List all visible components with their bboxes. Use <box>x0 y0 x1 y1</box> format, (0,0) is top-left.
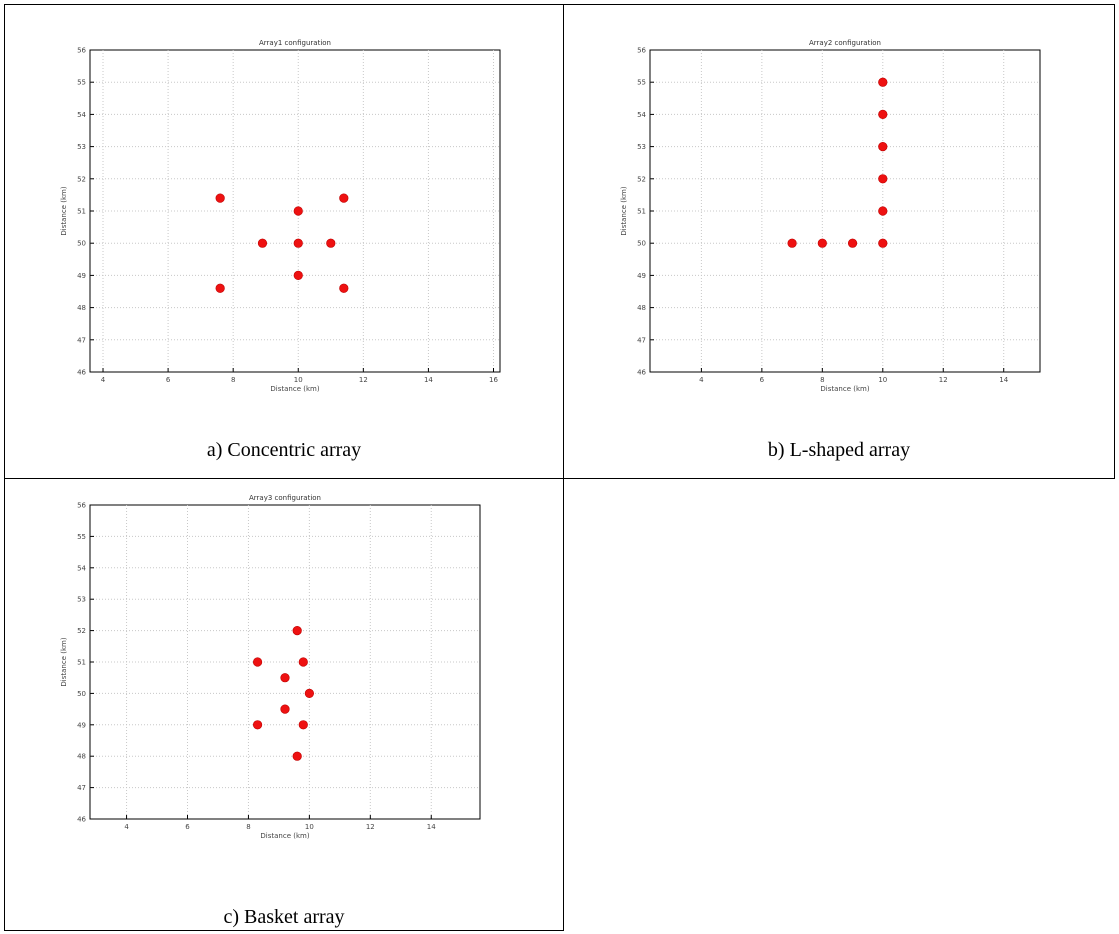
y-axis-label: Distance (km) <box>60 186 68 235</box>
sensor-point-c-6 <box>280 704 290 714</box>
sensor-point-a-7 <box>293 270 303 281</box>
x-tick-label: 10 <box>294 376 303 384</box>
y-tick-label: 48 <box>637 304 646 312</box>
x-tick-label: 16 <box>489 376 498 384</box>
y-tick-label: 53 <box>77 596 86 604</box>
sensor-point-a-9 <box>339 283 349 293</box>
panel-b-caption: b) L-shaped array <box>767 439 911 461</box>
y-tick-label: 53 <box>77 143 86 151</box>
sensor-point-b-1 <box>787 238 797 248</box>
sensor-point-a-1 <box>215 193 225 203</box>
x-axis-label: Distance (km) <box>820 385 869 393</box>
y-tick-label: 51 <box>77 659 86 667</box>
sensor-point-c-8 <box>298 720 308 730</box>
y-tick-label: 49 <box>77 721 86 729</box>
y-tick-label: 47 <box>637 336 646 344</box>
y-tick-label: 49 <box>637 272 646 280</box>
sensor-point-b-3 <box>847 238 858 248</box>
sensor-point-b-2 <box>817 238 827 248</box>
y-tick-label: 46 <box>77 816 86 824</box>
x-tick-label: 14 <box>424 376 433 384</box>
y-tick-label: 52 <box>77 627 86 635</box>
y-tick-label: 56 <box>77 47 86 55</box>
x-tick-label: 10 <box>878 376 887 384</box>
x-tick-label: 6 <box>166 376 171 384</box>
chart-title: Array2 configuration <box>809 39 881 47</box>
x-tick-label: 14 <box>999 376 1008 384</box>
y-tick-label: 55 <box>637 79 646 87</box>
sensor-point-c-9 <box>292 751 302 761</box>
y-tick-label: 46 <box>77 369 86 377</box>
y-tick-label: 46 <box>637 369 646 377</box>
y-tick-label: 54 <box>77 564 86 572</box>
sensor-point-c-7 <box>252 720 263 730</box>
sensor-point-c-2 <box>252 657 263 667</box>
y-tick-label: 47 <box>77 336 86 344</box>
x-tick-label: 12 <box>939 376 948 384</box>
chart-title: Array1 configuration <box>259 39 331 47</box>
sensor-point-c-1 <box>292 626 302 636</box>
x-tick-label: 4 <box>699 376 704 384</box>
y-tick-label: 51 <box>637 208 646 216</box>
y-tick-label: 47 <box>77 784 86 792</box>
sensor-point-b-5 <box>878 206 888 216</box>
panel-c-caption: c) Basket array <box>223 906 345 928</box>
y-tick-label: 52 <box>77 175 86 183</box>
y-tick-label: 55 <box>77 533 86 541</box>
y-tick-label: 49 <box>77 272 86 280</box>
y-tick-label: 56 <box>77 502 86 510</box>
y-tick-label: 55 <box>77 79 86 87</box>
x-tick-label: 4 <box>124 823 129 831</box>
x-tick-label: 12 <box>359 376 368 384</box>
sensor-point-b-9 <box>878 77 888 87</box>
x-axis-label: Distance (km) <box>260 832 309 840</box>
x-tick-label: 6 <box>760 376 765 384</box>
y-axis-label: Distance (km) <box>620 186 628 235</box>
sensor-point-a-6 <box>326 238 336 248</box>
x-tick-label: 8 <box>231 376 235 384</box>
y-tick-label: 50 <box>637 240 646 248</box>
y-tick-label: 48 <box>77 753 86 761</box>
y-axis-label: Distance (km) <box>60 637 68 686</box>
sensor-point-b-4 <box>878 238 888 248</box>
chart-array1: 4 6 8 10 12 14 164647484950515253545556Array1 … <box>60 39 501 393</box>
sensor-point-c-3 <box>298 657 308 667</box>
x-tick-label: 8 <box>246 823 250 831</box>
sensor-point-a-2 <box>339 193 349 203</box>
sensor-point-c-5 <box>304 688 314 698</box>
x-tick-label: 8 <box>820 376 824 384</box>
x-tick-label: 6 <box>185 823 190 831</box>
y-tick-label: 53 <box>637 143 646 151</box>
y-tick-label: 54 <box>637 111 646 119</box>
x-tick-label: 12 <box>366 823 375 831</box>
sensor-point-c-4 <box>280 673 290 683</box>
y-tick-label: 51 <box>77 208 86 216</box>
sensor-point-a-8 <box>215 283 225 293</box>
sensor-point-b-7 <box>878 142 888 152</box>
x-tick-label: 4 <box>101 376 106 384</box>
x-tick-label: 14 <box>427 823 436 831</box>
y-tick-label: 50 <box>77 240 86 248</box>
y-tick-label: 48 <box>77 304 86 312</box>
y-tick-label: 56 <box>637 47 646 55</box>
y-tick-label: 50 <box>77 690 86 698</box>
y-tick-label: 52 <box>637 175 646 183</box>
y-tick-label: 54 <box>77 111 86 119</box>
x-axis-label: Distance (km) <box>270 385 319 393</box>
sensor-point-b-6 <box>878 174 888 184</box>
x-tick-label: 10 <box>305 823 314 831</box>
sensor-point-a-4 <box>257 238 268 248</box>
sensor-point-b-8 <box>878 109 888 119</box>
panel-a-caption: a) Concentric array <box>206 439 362 461</box>
chart-title: Array3 configuration <box>249 494 321 502</box>
sensor-point-a-3 <box>293 206 303 216</box>
sensor-point-a-5 <box>293 238 303 248</box>
